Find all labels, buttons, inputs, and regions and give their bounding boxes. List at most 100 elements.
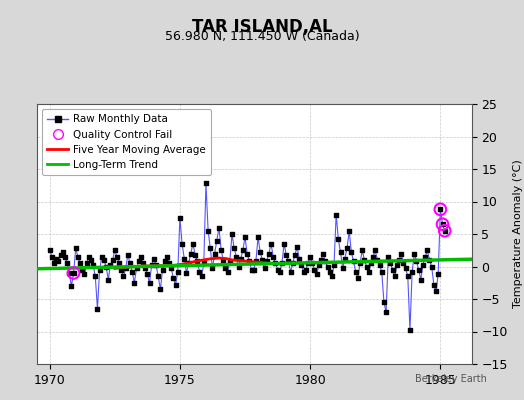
Point bbox=[271, 260, 280, 266]
Point bbox=[154, 273, 162, 280]
Point bbox=[226, 258, 234, 264]
Point bbox=[232, 254, 241, 260]
Point bbox=[148, 261, 156, 268]
Point bbox=[423, 247, 432, 254]
Point bbox=[48, 254, 56, 260]
Point bbox=[219, 257, 227, 263]
Point bbox=[310, 266, 319, 273]
Point bbox=[223, 268, 232, 275]
Point bbox=[302, 266, 310, 273]
Point bbox=[182, 270, 191, 276]
Point bbox=[191, 252, 199, 258]
Point bbox=[363, 263, 371, 270]
Point bbox=[84, 254, 93, 260]
Point bbox=[139, 260, 147, 266]
Point bbox=[50, 260, 58, 266]
Point bbox=[347, 249, 356, 255]
Point bbox=[102, 263, 111, 270]
Point bbox=[72, 245, 80, 252]
Point bbox=[263, 258, 271, 264]
Point bbox=[171, 282, 180, 288]
Point bbox=[336, 249, 345, 255]
Point bbox=[80, 271, 89, 278]
Point bbox=[52, 256, 60, 262]
Point bbox=[206, 245, 214, 252]
Point bbox=[130, 280, 138, 286]
Point bbox=[113, 254, 121, 260]
Point bbox=[299, 268, 308, 275]
Point bbox=[403, 273, 412, 280]
Point bbox=[200, 260, 208, 266]
Point bbox=[202, 180, 210, 186]
Point bbox=[382, 309, 390, 315]
Point bbox=[343, 245, 351, 252]
Point bbox=[234, 263, 243, 270]
Point bbox=[93, 306, 102, 312]
Point bbox=[115, 260, 123, 266]
Point bbox=[436, 206, 444, 212]
Point bbox=[358, 247, 366, 254]
Text: Berkeley Earth: Berkeley Earth bbox=[416, 374, 487, 384]
Y-axis label: Temperature Anomaly (°C): Temperature Anomaly (°C) bbox=[513, 160, 523, 308]
Point bbox=[269, 254, 277, 260]
Point bbox=[119, 273, 128, 280]
Point bbox=[143, 271, 151, 278]
Point bbox=[217, 247, 225, 254]
Point bbox=[293, 244, 301, 250]
Point bbox=[395, 257, 403, 263]
Point bbox=[276, 268, 284, 275]
Point bbox=[397, 250, 406, 257]
Point bbox=[187, 250, 195, 257]
Legend: Raw Monthly Data, Quality Control Fail, Five Year Moving Average, Long-Term Tren: Raw Monthly Data, Quality Control Fail, … bbox=[42, 109, 211, 175]
Point bbox=[145, 280, 154, 286]
Point bbox=[393, 262, 401, 268]
Point bbox=[308, 260, 316, 266]
Point bbox=[406, 327, 414, 334]
Point bbox=[141, 265, 149, 271]
Point bbox=[375, 262, 384, 268]
Point bbox=[126, 260, 134, 266]
Point bbox=[317, 257, 325, 263]
Point bbox=[78, 266, 86, 273]
Point bbox=[204, 228, 212, 234]
Point bbox=[247, 266, 256, 273]
Point bbox=[208, 265, 216, 272]
Point bbox=[176, 214, 184, 221]
Point bbox=[76, 260, 84, 266]
Point bbox=[160, 258, 169, 264]
Point bbox=[399, 260, 408, 266]
Point bbox=[211, 250, 219, 257]
Point bbox=[111, 247, 119, 254]
Point bbox=[249, 266, 258, 273]
Point bbox=[106, 261, 115, 268]
Point bbox=[330, 262, 338, 268]
Point bbox=[82, 260, 91, 266]
Point bbox=[137, 254, 145, 260]
Point bbox=[260, 265, 269, 272]
Point bbox=[243, 250, 252, 257]
Point bbox=[95, 266, 104, 273]
Point bbox=[367, 260, 375, 266]
Point bbox=[432, 288, 440, 294]
Point bbox=[441, 228, 449, 234]
Point bbox=[321, 258, 330, 264]
Point bbox=[133, 265, 141, 272]
Point bbox=[417, 276, 425, 283]
Point bbox=[63, 260, 71, 266]
Point bbox=[410, 250, 419, 257]
Point bbox=[265, 250, 273, 257]
Point bbox=[421, 254, 429, 260]
Point bbox=[360, 257, 368, 263]
Point bbox=[436, 206, 444, 212]
Point bbox=[438, 221, 446, 228]
Point bbox=[312, 271, 321, 278]
Point bbox=[282, 252, 290, 258]
Point bbox=[252, 258, 260, 264]
Point bbox=[328, 273, 336, 280]
Point bbox=[97, 254, 106, 260]
Point bbox=[173, 268, 182, 275]
Point bbox=[334, 236, 343, 242]
Point bbox=[384, 254, 392, 260]
Point bbox=[428, 263, 436, 270]
Point bbox=[323, 263, 332, 270]
